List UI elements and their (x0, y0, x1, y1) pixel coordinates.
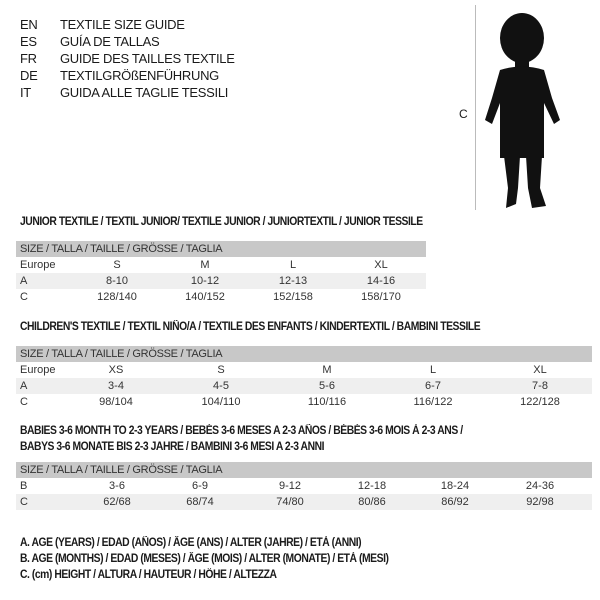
row-label: C (20, 396, 28, 408)
table-cell: 158/170 (361, 291, 401, 303)
table-cell: 3-6 (109, 480, 125, 492)
children-size-table: SIZE / TALLA / TAILLE / GRÖSSE / TAGLIA E… (16, 346, 592, 410)
babies-title-line1: BABIES 3-6 MONTH TO 2-3 YEARS / BEBÉS 3-… (20, 425, 463, 437)
table-cell: XS (108, 364, 124, 376)
table-cell: 24-36 (525, 480, 555, 492)
table-cell: 12-13 (278, 275, 308, 287)
row-label: A (20, 380, 28, 392)
table-header: SIZE / TALLA / TAILLE / GRÖSSE / TAGLIA (16, 346, 592, 362)
table-row: C 128/140 140/152 152/158 158/170 (16, 289, 426, 305)
table-row: C 98/104 104/110 110/116 116/122 122/128 (16, 394, 592, 410)
table-cell: XL (374, 259, 388, 271)
babies-title-line2: BABYS 3-6 MONATE BIS 2-3 JAHRE / BAMBINI… (20, 441, 325, 453)
table-cell: 140/152 (185, 291, 225, 303)
table-cell: L (429, 364, 437, 376)
table-cell: 86/92 (441, 496, 469, 508)
table-cell: 18-24 (440, 480, 470, 492)
table-cell: 92/98 (526, 496, 554, 508)
row-label: A (20, 275, 28, 287)
table-cell: 8-10 (105, 275, 129, 287)
table-cell: 68/74 (186, 496, 214, 508)
height-divider (475, 5, 476, 210)
row-label: C (20, 496, 28, 508)
table-cell: 80/86 (358, 496, 386, 508)
row-label: B (20, 480, 28, 492)
table-cell: M (322, 364, 332, 376)
row-label: Europe (20, 259, 56, 271)
language-code: IT (20, 85, 31, 100)
language-code: FR (20, 51, 37, 66)
table-cell: 152/158 (273, 291, 313, 303)
table-cell: 104/110 (201, 396, 241, 408)
table-cell: 6-9 (192, 480, 208, 492)
table-row: A 3-4 4-5 5-6 6-7 7-8 (16, 378, 592, 394)
height-label: C (459, 107, 468, 121)
row-label: Europe (20, 364, 56, 376)
table-cell: 110/116 (307, 396, 347, 408)
table-cell: 10-12 (190, 275, 220, 287)
table-cell: 12-18 (357, 480, 387, 492)
legend-b: B. AGE (MONTHS) / EDAD (MESES) / ÂGE (MO… (20, 553, 389, 565)
junior-size-table: SIZE / TALLA / TAILLE / GRÖSSE / TAGLIA E… (16, 241, 426, 305)
table-header: SIZE / TALLA / TAILLE / GRÖSSE / TAGLIA (16, 462, 592, 478)
children-title: CHILDREN'S TEXTILE / TEXTIL NIÑO/A / TEX… (20, 321, 481, 333)
child-silhouette-icon (485, 13, 560, 208)
table-header: SIZE / TALLA / TAILLE / GRÖSSE / TAGLIA (16, 241, 426, 257)
table-row: C 62/68 68/74 74/80 80/86 86/92 92/98 (16, 494, 592, 510)
language-code: DE (20, 68, 38, 83)
table-row: Europe XS S M L XL (16, 362, 592, 378)
babies-size-table: SIZE / TALLA / TAILLE / GRÖSSE / TAGLIA B… (16, 462, 592, 510)
table-cell: 3-4 (108, 380, 124, 392)
table-cell: XL (533, 364, 547, 376)
table-cell: S (217, 364, 225, 376)
table-row: Europe S M L XL (16, 257, 426, 273)
table-cell: 62/68 (103, 496, 131, 508)
table-row: B 3-6 6-9 9-12 12-18 18-24 24-36 (16, 478, 592, 494)
table-cell: L (289, 259, 297, 271)
language-guide-title: TEXTILGRÖßENFÜHRUNG (60, 68, 219, 83)
table-cell: 7-8 (532, 380, 548, 392)
table-cell: 4-5 (213, 380, 229, 392)
table-cell: 98/104 (99, 396, 133, 408)
table-cell: 14-16 (366, 275, 396, 287)
table-cell: 122/128 (520, 396, 560, 408)
row-label: C (20, 291, 28, 303)
table-cell: M (200, 259, 210, 271)
table-cell: S (113, 259, 121, 271)
language-guide-title: GUIDE DES TAILLES TEXTILE (60, 51, 235, 66)
legend-a: A. AGE (YEARS) / EDAD (AÑOS) / ÂGE (ANS)… (20, 537, 362, 549)
language-guide-title: GUÍA DE TALLAS (60, 34, 160, 49)
table-cell: 5-6 (319, 380, 335, 392)
table-cell: 116/122 (413, 396, 453, 408)
table-cell: 128/140 (97, 291, 137, 303)
table-cell: 9-12 (278, 480, 302, 492)
language-guide-title: TEXTILE SIZE GUIDE (60, 17, 185, 32)
table-cell: 74/80 (276, 496, 304, 508)
language-code: ES (20, 34, 37, 49)
language-guide-title: GUIDA ALLE TAGLIE TESSILI (60, 85, 229, 100)
language-code: EN (20, 17, 38, 32)
table-cell: 6-7 (425, 380, 441, 392)
legend-c: C. (cm) HEIGHT / ALTURA / HAUTEUR / HÖHE… (20, 569, 277, 581)
table-row: A 8-10 10-12 12-13 14-16 (16, 273, 426, 289)
junior-title: JUNIOR TEXTILE / TEXTIL JUNIOR/ TEXTILE … (20, 216, 423, 228)
